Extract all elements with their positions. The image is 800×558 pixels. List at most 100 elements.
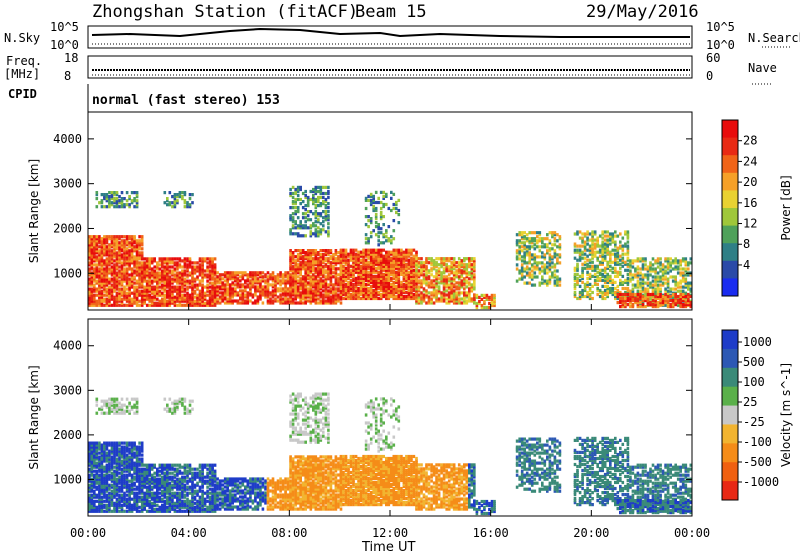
power-cell <box>340 249 343 252</box>
power-cell <box>159 271 162 274</box>
power-cell <box>335 249 338 252</box>
power-cell <box>435 269 438 272</box>
power-cell <box>398 221 401 224</box>
power-cell <box>289 249 292 252</box>
power-cell <box>128 195 131 198</box>
power-cell <box>380 211 383 214</box>
power-cell <box>367 199 370 202</box>
power-cell <box>466 257 469 260</box>
power-cell <box>390 191 393 194</box>
power-cell <box>347 253 350 256</box>
freq-left-tick-bottom: 8 <box>64 69 71 83</box>
power-cell <box>491 294 494 297</box>
power-cell <box>292 224 295 227</box>
power-cell <box>101 205 104 208</box>
power-cell <box>304 194 307 197</box>
power-cell <box>453 271 456 274</box>
power-cell <box>224 301 227 304</box>
power-cell <box>531 245 534 248</box>
power-cell <box>576 245 579 248</box>
power-cell <box>687 261 690 264</box>
power-cell <box>528 282 531 285</box>
power-cell <box>189 197 192 200</box>
power-cell <box>312 188 315 191</box>
power-cell <box>576 230 579 233</box>
power-cell <box>146 280 149 283</box>
power-cell <box>584 283 587 286</box>
power-cell <box>584 232 587 235</box>
power-cell <box>539 255 542 258</box>
power-cell <box>667 290 670 293</box>
power-cell <box>554 273 557 276</box>
power-cell <box>231 287 234 290</box>
freq-left-tick-top: 18 <box>64 51 78 65</box>
power-cell <box>612 232 615 235</box>
power-cell <box>126 304 129 307</box>
power-cell <box>148 271 151 274</box>
power-cell <box>93 267 96 270</box>
power-cell <box>617 301 620 304</box>
power-cell <box>468 277 471 280</box>
power-cell <box>209 257 212 260</box>
power-cell <box>606 239 609 242</box>
power-cell <box>453 257 456 260</box>
power-cell <box>264 285 267 288</box>
power-cell <box>310 190 313 193</box>
power-cell <box>307 281 310 284</box>
power-cell <box>239 283 242 286</box>
power-cell <box>576 259 579 262</box>
power-cell <box>516 267 519 270</box>
power-cell <box>118 269 121 272</box>
power-cell <box>385 251 388 254</box>
power-cell <box>111 278 114 281</box>
power-cell <box>579 245 582 248</box>
power-cell <box>632 288 635 291</box>
freq-right-tick-bottom: 0 <box>706 69 713 83</box>
station-title: Zhongshan Station (fitACF) <box>92 2 358 22</box>
power-cell <box>586 259 589 262</box>
power-cell <box>327 196 330 199</box>
y-tick-label: 3000 <box>53 177 82 191</box>
power-cell <box>377 197 380 200</box>
power-cell <box>596 271 599 274</box>
power-cell <box>297 224 300 227</box>
power-cell <box>634 297 637 300</box>
power-cell <box>262 271 265 274</box>
power-cell <box>297 206 300 209</box>
power-cell <box>478 296 481 299</box>
power-cell <box>652 303 655 306</box>
power-cell <box>634 259 637 262</box>
power-cell <box>377 223 380 226</box>
power-cell <box>579 285 582 288</box>
power-cell <box>181 265 184 268</box>
power-cell <box>523 231 526 234</box>
power-cell <box>685 257 688 260</box>
power-cell <box>579 249 582 252</box>
power-cell <box>161 284 164 287</box>
power-cell <box>579 237 582 240</box>
power-cell <box>332 271 335 274</box>
power-cell <box>133 205 136 208</box>
power-cell <box>664 282 667 285</box>
power-cell <box>128 235 131 238</box>
power-cell <box>599 249 602 252</box>
power-cell <box>126 199 129 202</box>
power-cell <box>528 251 531 254</box>
power-cell <box>219 273 222 276</box>
power-cell <box>639 293 642 296</box>
power-cell <box>327 289 330 292</box>
power-cell <box>113 235 116 238</box>
velocity-heatmap <box>88 393 692 516</box>
power-cell <box>191 193 194 196</box>
power-cell <box>672 299 675 302</box>
power-cell <box>430 257 433 260</box>
power-cell <box>481 304 484 307</box>
power-cell <box>123 304 126 307</box>
power-cell <box>98 249 101 252</box>
power-heatmap <box>88 186 692 309</box>
power-cell <box>111 201 114 204</box>
power-cell <box>574 249 577 252</box>
power-cell <box>596 257 599 260</box>
power-cell <box>189 257 192 260</box>
power-cell <box>382 215 385 218</box>
